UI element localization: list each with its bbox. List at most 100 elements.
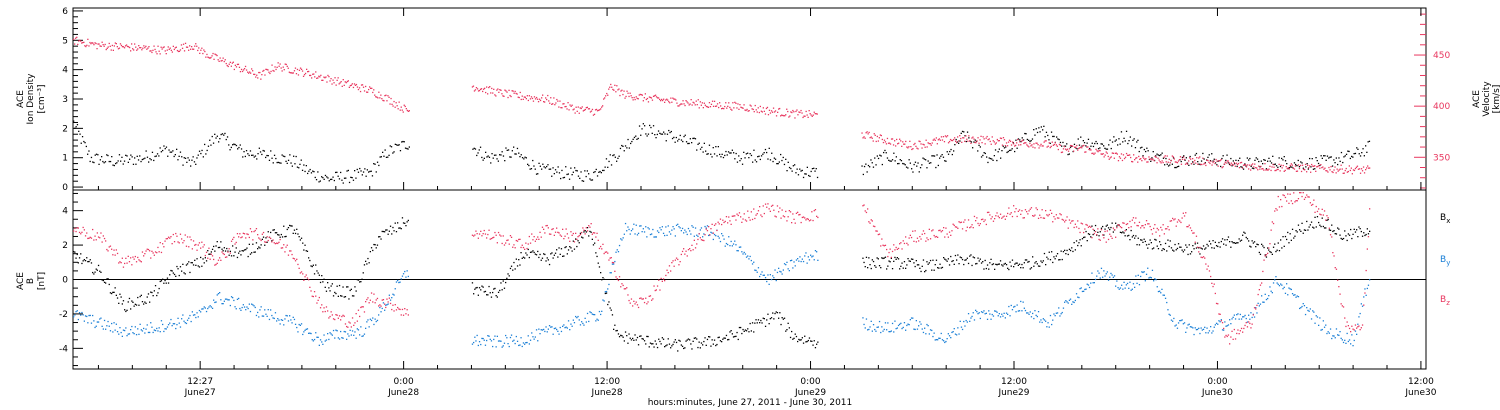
density-point <box>621 144 623 147</box>
bz-point <box>908 237 910 239</box>
velocity-point <box>1038 147 1040 149</box>
velocity-point <box>204 50 206 53</box>
density-point <box>89 160 91 163</box>
bx-point <box>983 268 985 270</box>
velocity-point <box>878 137 880 139</box>
by-point <box>997 315 999 317</box>
velocity-point <box>1178 159 1181 161</box>
bx-point <box>759 322 761 324</box>
velocity-point <box>1310 171 1312 173</box>
velocity-point <box>955 140 957 142</box>
velocity-point <box>1317 165 1319 168</box>
bx-point <box>1020 267 1022 269</box>
density-point <box>326 176 328 178</box>
by-point <box>1172 320 1174 322</box>
density-point <box>299 163 301 165</box>
bx-point <box>243 249 246 251</box>
bz-point <box>967 219 970 221</box>
bx-point <box>958 263 960 265</box>
density-point <box>1344 155 1346 157</box>
by-point <box>373 323 375 326</box>
bx-point <box>1340 237 1342 240</box>
bx-point <box>1231 241 1233 243</box>
velocity-point <box>810 114 812 116</box>
by-point <box>89 314 91 317</box>
velocity-point <box>302 75 305 77</box>
density-point <box>129 158 131 160</box>
by-point <box>492 345 494 348</box>
bx-point <box>1363 232 1365 234</box>
velocity-point <box>1325 170 1327 172</box>
velocity-point <box>701 102 703 104</box>
by-point <box>655 236 657 238</box>
velocity-point <box>772 107 775 109</box>
bz-point <box>745 220 748 222</box>
by-point <box>1136 282 1138 284</box>
bx-point <box>972 256 974 258</box>
density-point <box>1287 168 1289 170</box>
bx-point <box>1345 235 1347 237</box>
velocity-point <box>262 70 264 72</box>
bx-point <box>1253 241 1256 243</box>
velocity-point <box>884 141 887 143</box>
bx-point <box>632 337 634 340</box>
velocity-point <box>380 94 382 96</box>
bx-point <box>283 225 285 227</box>
density-point <box>935 166 937 169</box>
by-point <box>609 272 611 274</box>
by-point <box>1215 322 1218 324</box>
bz-point <box>1053 216 1055 218</box>
by-point <box>808 259 811 261</box>
bz-point <box>719 218 722 220</box>
density-point <box>1333 159 1335 161</box>
bz-point <box>242 232 244 234</box>
density-point <box>319 180 321 182</box>
by-point <box>775 279 777 282</box>
bz-point <box>655 289 657 291</box>
velocity-point <box>224 59 226 61</box>
by-point <box>1244 314 1246 317</box>
by-point <box>550 326 552 328</box>
velocity-point <box>630 95 632 97</box>
velocity-point <box>220 60 222 62</box>
density-point <box>258 147 260 149</box>
velocity-point <box>903 143 905 145</box>
velocity-point <box>1006 145 1009 147</box>
bx-point <box>290 225 292 227</box>
velocity-point <box>1075 146 1077 148</box>
velocity-point <box>556 98 558 101</box>
velocity-point <box>1106 152 1108 154</box>
velocity-point <box>774 110 777 112</box>
bx-point <box>100 271 102 273</box>
bz-point <box>1046 214 1048 216</box>
velocity-point <box>400 106 402 108</box>
bz-point <box>276 242 278 244</box>
velocity-point <box>1183 158 1186 161</box>
bx-point <box>778 317 780 319</box>
velocity-point <box>406 109 408 112</box>
bx-point <box>1172 249 1174 251</box>
by-point <box>1331 337 1333 340</box>
bx-point <box>482 286 484 288</box>
by-point <box>118 333 120 335</box>
density-point <box>118 154 121 156</box>
velocity-point <box>542 94 544 96</box>
velocity-point <box>181 47 184 49</box>
by-point <box>602 299 604 301</box>
bz-point <box>86 232 88 234</box>
by-point <box>656 230 659 232</box>
density-point <box>170 151 173 153</box>
by-point <box>473 341 475 344</box>
bx-point <box>1074 249 1076 251</box>
density-point <box>964 135 966 137</box>
density-point <box>572 171 574 173</box>
bz-point <box>232 238 234 240</box>
bx-point <box>96 269 98 271</box>
density-point <box>1342 161 1344 164</box>
density-point <box>270 150 272 152</box>
velocity-point <box>949 138 952 141</box>
bx-point <box>1017 264 1019 266</box>
bz-point <box>1062 219 1065 221</box>
velocity-point <box>974 141 976 144</box>
bz-point <box>662 278 665 280</box>
